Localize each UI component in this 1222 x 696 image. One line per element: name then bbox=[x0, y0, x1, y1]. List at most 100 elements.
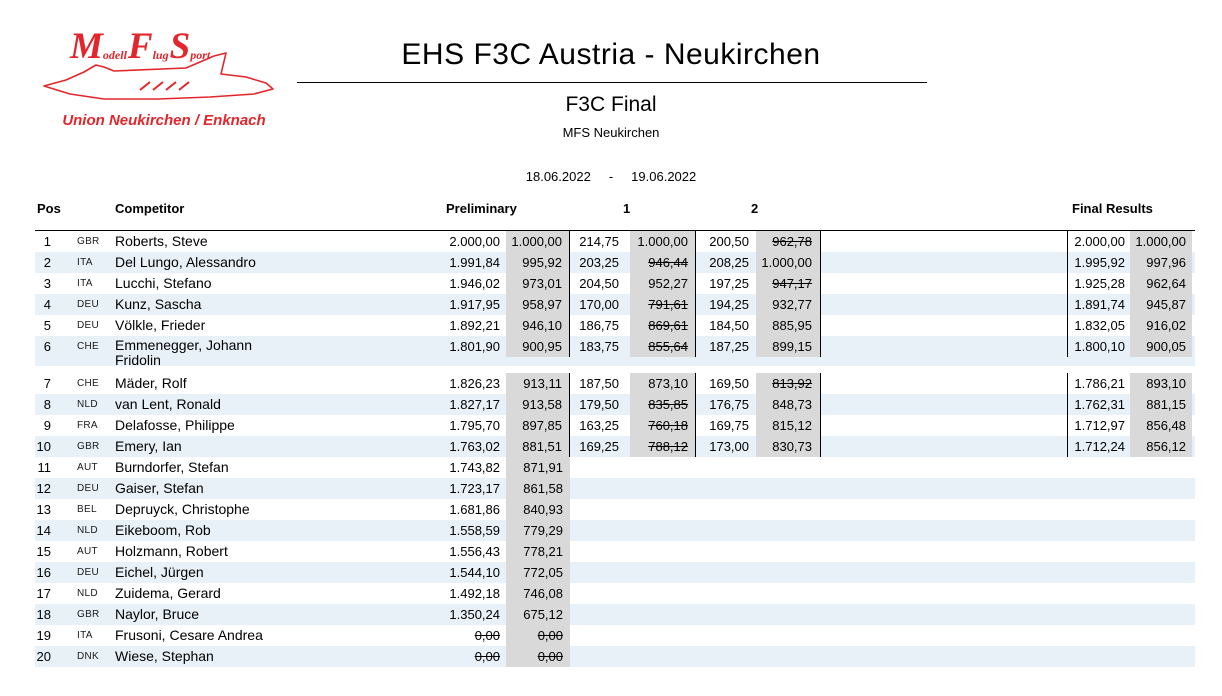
name-cell: Emery, Ian bbox=[115, 438, 182, 454]
round1-norm-cell: 791,61 bbox=[630, 294, 696, 315]
round1-score-cell: 187,50 bbox=[579, 376, 619, 391]
final-norm-cell: 881,15 bbox=[1130, 394, 1192, 415]
logo-letter-s: S bbox=[169, 26, 191, 67]
prelim-score-cell: 1.556,43 bbox=[449, 544, 500, 559]
final-norm-cell: 997,96 bbox=[1130, 252, 1192, 273]
pos-cell: 2 bbox=[43, 255, 51, 270]
pos-cell: 5 bbox=[43, 318, 51, 333]
pos-cell: 7 bbox=[43, 376, 51, 391]
pos-cell: 20 bbox=[36, 649, 51, 664]
name-line: Fridolin bbox=[115, 352, 161, 368]
pos-cell: 14 bbox=[36, 523, 51, 538]
header-preliminary: Preliminary bbox=[446, 201, 517, 216]
table-row: 4 DEU Kunz, Sascha 1.917,95 958,97 170,00 791,… bbox=[35, 294, 1195, 315]
results-rows: 1 GBR Roberts, Steve 2.000,00 1.000,00 214,75… bbox=[35, 231, 1195, 667]
name-cell: Zuidema, Gerard bbox=[115, 585, 221, 601]
table-row: 10 GBR Emery, Ian 1.763,02 881,51 169,25 788,1… bbox=[35, 436, 1195, 457]
prelim-score-cell: 0,00 bbox=[474, 649, 500, 664]
final-norm-cell: 962,64 bbox=[1130, 273, 1192, 294]
pos-cell: 3 bbox=[43, 276, 51, 291]
pos-cell: 15 bbox=[36, 544, 51, 559]
prelim-norm-cell: 0,00 bbox=[506, 646, 570, 667]
date-from: 18.06.2022 bbox=[525, 169, 591, 184]
prelim-score-cell: 1.991,84 bbox=[449, 255, 500, 270]
table-row: 5 DEU Völkle, Frieder 1.892,21 946,10 186,75 8… bbox=[35, 315, 1195, 336]
round2-score-cell: 194,25 bbox=[709, 297, 749, 312]
prelim-norm-cell: 675,12 bbox=[506, 604, 570, 625]
round1-norm-cell: 946,44 bbox=[630, 252, 696, 273]
logo-wordmark: M odell F lug S port bbox=[70, 26, 211, 67]
header-round-2: 2 bbox=[751, 201, 759, 216]
round1-norm-cell: 788,12 bbox=[630, 436, 696, 457]
country-cell: NLD bbox=[77, 525, 98, 536]
prelim-norm-cell: 772,05 bbox=[506, 562, 570, 583]
country-cell: ITA bbox=[77, 278, 93, 289]
final-norm-cell: 856,12 bbox=[1130, 436, 1192, 457]
pos-cell: 12 bbox=[36, 481, 51, 496]
prelim-norm-cell: 1.000,00 bbox=[506, 231, 570, 252]
country-cell: AUT bbox=[77, 546, 98, 557]
country-cell: CHE bbox=[77, 378, 100, 389]
name-cell: Eikeboom, Rob bbox=[115, 522, 211, 538]
name-cell: Burndorfer, Stefan bbox=[115, 459, 229, 475]
pos-cell: 11 bbox=[37, 460, 52, 475]
round1-score-cell: 179,50 bbox=[579, 397, 619, 412]
prelim-score-cell: 1.946,02 bbox=[449, 276, 500, 291]
logo-subtitle: Union Neukirchen / Enknach bbox=[62, 112, 266, 129]
round2-score-cell: 169,75 bbox=[709, 418, 749, 433]
round2-score-cell: 200,50 bbox=[709, 234, 749, 249]
prelim-score-cell: 1.743,82 bbox=[449, 460, 500, 475]
country-cell: DEU bbox=[77, 299, 100, 310]
final-norm-cell: 893,10 bbox=[1130, 373, 1192, 394]
final-score-cell: 1.995,92 bbox=[1067, 252, 1125, 273]
name-cell: Naylor, Bruce bbox=[115, 606, 200, 622]
table-row: 6 CHE Emmenegger, Johann Fridolin 1.801,90 90… bbox=[35, 336, 1195, 368]
country-cell: ITA bbox=[77, 257, 93, 268]
round2-norm-cell: 815,12 bbox=[756, 415, 821, 436]
final-norm-cell: 900,05 bbox=[1130, 336, 1192, 357]
name-cell: Depruyck, Christophe bbox=[115, 501, 250, 517]
prelim-norm-cell: 958,97 bbox=[506, 294, 570, 315]
logo-letter-m: M bbox=[70, 26, 103, 67]
round2-score-cell: 208,25 bbox=[709, 255, 749, 270]
table-row: 2 ITA Del Lungo, Alessandro 1.991,84 995,92 2… bbox=[35, 252, 1195, 273]
round1-score-cell: 204,50 bbox=[579, 276, 619, 291]
pos-cell: 19 bbox=[36, 628, 51, 643]
prelim-score-cell: 1.558,59 bbox=[449, 523, 500, 538]
pos-cell: 18 bbox=[36, 607, 51, 622]
table-row: 16 DEU Eichel, Jürgen 1.544,10 772,05 bbox=[35, 562, 1195, 583]
round1-score-cell: 170,00 bbox=[579, 297, 619, 312]
country-cell: ITA bbox=[77, 630, 93, 641]
round2-norm-cell: 1.000,00 bbox=[756, 252, 821, 273]
round1-score-cell: 163,25 bbox=[579, 418, 619, 433]
prelim-norm-cell: 746,08 bbox=[506, 583, 570, 604]
round1-norm-cell: 873,10 bbox=[630, 373, 696, 394]
prelim-score-cell: 1.801,90 bbox=[449, 339, 500, 354]
prelim-score-cell: 1.763,02 bbox=[449, 439, 500, 454]
header-pos: Pos bbox=[37, 201, 61, 216]
table-row: 19 ITA Frusoni, Cesare Andrea 0,00 0,00 bbox=[35, 625, 1195, 646]
round2-norm-cell: 885,95 bbox=[756, 315, 821, 336]
table-row: 1 GBR Roberts, Steve 2.000,00 1.000,00 214,75… bbox=[35, 231, 1195, 252]
round1-norm-cell: 1.000,00 bbox=[630, 231, 696, 252]
country-cell: AUT bbox=[77, 462, 98, 473]
name-cell: Kunz, Sascha bbox=[115, 296, 202, 312]
organizer-name: MFS Neukirchen bbox=[562, 125, 660, 140]
results-header: Pos Competitor Preliminary 1 2 Final Res… bbox=[35, 196, 1195, 231]
country-cell: GBR bbox=[77, 609, 100, 620]
table-row: 11 AUT Burndorfer, Stefan 1.743,82 871,91 bbox=[35, 457, 1195, 478]
round1-score-cell: 214,75 bbox=[579, 234, 619, 249]
name-cell: Holzmann, Robert bbox=[115, 543, 228, 559]
logo-word-port: port bbox=[190, 48, 211, 62]
prelim-norm-cell: 913,58 bbox=[506, 394, 570, 415]
prelim-score-cell: 1.917,95 bbox=[449, 297, 500, 312]
table-row: 14 NLD Eikeboom, Rob 1.558,59 779,29 bbox=[35, 520, 1195, 541]
table-row: 9 FRA Delafosse, Philippe 1.795,70 897,85 163… bbox=[35, 415, 1195, 436]
round1-norm-cell: 855,64 bbox=[630, 336, 696, 357]
pos-cell: 1 bbox=[43, 234, 51, 249]
round2-score-cell: 184,50 bbox=[709, 318, 749, 333]
pos-cell: 4 bbox=[43, 297, 51, 312]
final-score-cell: 1.891,74 bbox=[1067, 294, 1125, 315]
round1-norm-cell: 952,27 bbox=[630, 273, 696, 294]
